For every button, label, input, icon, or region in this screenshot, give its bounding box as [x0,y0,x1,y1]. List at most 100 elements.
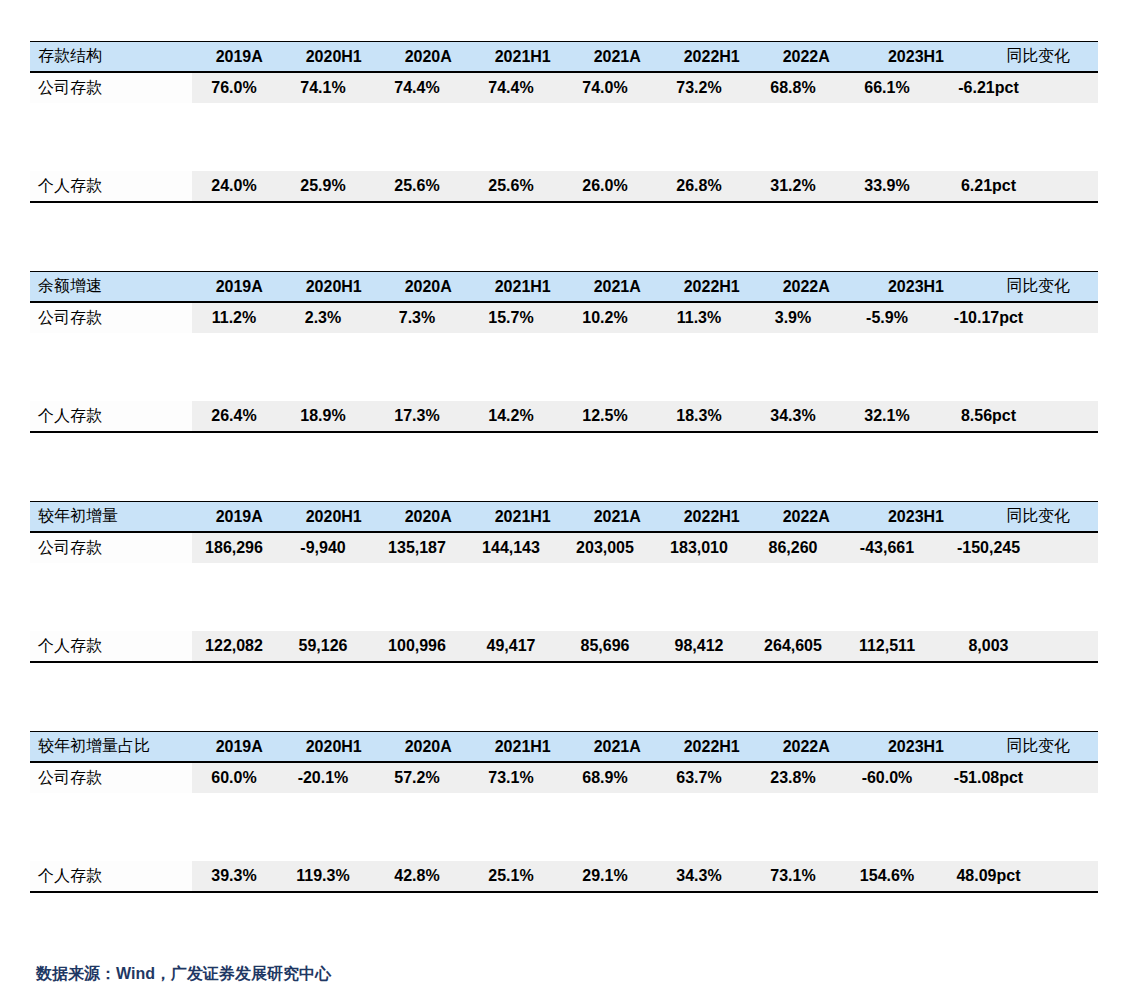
column-header: 2019A [192,42,287,71]
table-cell: 15.7% [464,303,558,333]
column-header: 2023H1 [854,502,979,531]
table-section-ytd-increase: 较年初增量 2019A 2020H1 2020A 2021H1 2021A 20… [30,501,1098,663]
table-cell: 34.3% [746,401,840,431]
table-cell: -20.1% [276,763,370,793]
row-label: 个人存款 [30,401,192,431]
table-cell: 23.8% [746,763,840,793]
row-label: 公司存款 [30,763,192,793]
table-cell: 3.9% [746,303,840,333]
table-cell-yoy: 8,003 [934,631,1098,661]
table-cell: 14.2% [464,401,558,431]
table-row-personal-deposits: 个人存款 39.3% 119.3% 42.8% 25.1% 29.1% 34.3… [30,861,1098,893]
section-title: 较年初增量占比 [30,732,192,761]
table-cell: 183,010 [652,533,746,563]
table-cell: 68.9% [558,763,652,793]
table-section-ytd-increase-share: 较年初增量占比 2019A 2020H1 2020A 2021H1 2021A … [30,731,1098,893]
table-cell: 17.3% [370,401,464,431]
table-cell: 98,412 [652,631,746,661]
table-cell: 186,296 [192,533,276,563]
table-row-corporate-deposits: 公司存款 60.0% -20.1% 57.2% 73.1% 68.9% 63.7… [30,763,1098,793]
table-cell: 26.0% [558,171,652,201]
table-cell: -43,661 [840,533,934,563]
table-cell: 264,605 [746,631,840,661]
table-cell: 2.3% [276,303,370,333]
table-header-row: 较年初增量占比 2019A 2020H1 2020A 2021H1 2021A … [30,731,1098,763]
column-header: 2023H1 [854,732,979,761]
table-cell: 73.1% [464,763,558,793]
table-cell: 42.8% [370,861,464,891]
row-gap [30,793,1098,861]
table-cell: 25.6% [370,171,464,201]
table-cell: 74.4% [370,73,464,103]
column-header: 2020A [381,502,476,531]
report-table-figure: 存款结构 2019A 2020H1 2020A 2021H1 2021A 202… [30,41,1098,961]
table-cell: 74.1% [276,73,370,103]
table-cell: 49,417 [464,631,558,661]
row-label: 个人存款 [30,171,192,201]
table-cell: 34.3% [652,861,746,891]
table-cell: 25.6% [464,171,558,201]
column-header: 2021A [570,502,665,531]
table-header-row: 存款结构 2019A 2020H1 2020A 2021H1 2021A 202… [30,41,1098,73]
row-gap [30,563,1098,631]
table-cell: 24.0% [192,171,276,201]
table-cell: 25.1% [464,861,558,891]
table-row-corporate-deposits: 公司存款 11.2% 2.3% 7.3% 15.7% 10.2% 11.3% 3… [30,303,1098,333]
table-cell: 18.3% [652,401,746,431]
column-header: 2021H1 [476,502,571,531]
row-label: 公司存款 [30,73,192,103]
table-cell: -9,940 [276,533,370,563]
column-header: 2022A [759,502,854,531]
column-header: 2021A [570,732,665,761]
section-title: 较年初增量 [30,502,192,531]
table-cell-yoy: -6.21pct [934,73,1098,103]
table-row-personal-deposits: 个人存款 24.0% 25.9% 25.6% 25.6% 26.0% 26.8%… [30,171,1098,203]
table-cell-yoy: -10.17pct [934,303,1098,333]
row-label: 个人存款 [30,861,192,891]
column-header: 2022H1 [665,42,760,71]
column-header-yoy: 同比变化 [979,502,1099,531]
table-cell: 7.3% [370,303,464,333]
table-cell: 74.0% [558,73,652,103]
table-cell: -5.9% [840,303,934,333]
column-header: 2021A [570,272,665,301]
data-source-note: 数据来源：Wind，广发证券发展研究中心 [36,964,331,985]
table-cell: 11.3% [652,303,746,333]
table-cell: 135,187 [370,533,464,563]
table-row-personal-deposits: 个人存款 26.4% 18.9% 17.3% 14.2% 12.5% 18.3%… [30,401,1098,433]
column-header: 2022H1 [665,502,760,531]
table-cell: -60.0% [840,763,934,793]
row-gap [30,103,1098,171]
table-cell: 63.7% [652,763,746,793]
table-section-balance-growth: 余额增速 2019A 2020H1 2020A 2021H1 2021A 202… [30,271,1098,433]
table-cell: 112,511 [840,631,934,661]
section-title: 余额增速 [30,272,192,301]
table-cell: 100,996 [370,631,464,661]
table-cell: 59,126 [276,631,370,661]
table-row-personal-deposits: 个人存款 122,082 59,126 100,996 49,417 85,69… [30,631,1098,663]
table-cell: 26.8% [652,171,746,201]
table-cell-yoy: -150,245 [934,533,1098,563]
column-header: 2020H1 [287,502,382,531]
column-header: 2022A [759,732,854,761]
table-cell: 86,260 [746,533,840,563]
table-cell: 119.3% [276,861,370,891]
table-cell: 26.4% [192,401,276,431]
column-header: 2019A [192,502,287,531]
row-label: 公司存款 [30,303,192,333]
column-header: 2019A [192,272,287,301]
column-header: 2021H1 [476,272,571,301]
table-cell: 31.2% [746,171,840,201]
section-title: 存款结构 [30,42,192,71]
column-header: 2020H1 [287,272,382,301]
column-header-yoy: 同比变化 [979,732,1099,761]
table-cell: 25.9% [276,171,370,201]
column-header: 2022H1 [665,732,760,761]
table-cell: 73.1% [746,861,840,891]
table-cell: 76.0% [192,73,276,103]
row-gap [30,333,1098,401]
column-header: 2020A [381,42,476,71]
column-header: 2022A [759,272,854,301]
column-header: 2020H1 [287,732,382,761]
column-header-yoy: 同比变化 [979,272,1099,301]
